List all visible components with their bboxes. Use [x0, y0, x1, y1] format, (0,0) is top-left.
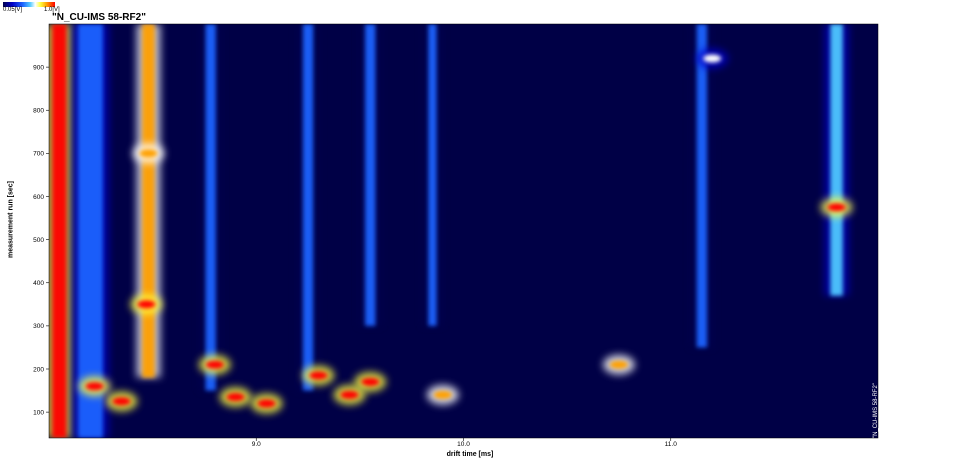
band-1 — [78, 24, 103, 438]
y-tick-label: 500 — [33, 237, 44, 244]
colorbar-min-label: 0.05[V] — [3, 7, 23, 13]
x-tick-label: 9.0 — [252, 441, 261, 448]
y-tick-label: 600 — [33, 194, 44, 201]
spot-13 — [433, 390, 452, 399]
y-tick-label: 800 — [33, 108, 44, 115]
chart-title: "N_CU-IMS 58-RF2" — [52, 12, 146, 23]
spot-8 — [361, 377, 380, 386]
band-4 — [302, 24, 314, 391]
side-label: "N_CU-IMS 58-RF2" — [873, 383, 879, 438]
band-2 — [142, 24, 155, 378]
band-0 — [52, 24, 67, 438]
x-tick-label: 10.0 — [457, 441, 470, 448]
band-6 — [428, 24, 437, 326]
x-tick-label: 11.0 — [665, 441, 678, 448]
spot-0 — [139, 149, 158, 158]
y-tick-label: 200 — [33, 366, 44, 373]
spot-11 — [827, 203, 846, 212]
colorbar-max-label: 1.0[V] — [44, 7, 60, 13]
spot-2 — [85, 382, 104, 391]
colorbar — [3, 2, 55, 7]
band-8 — [830, 24, 843, 296]
y-tick-label: 300 — [33, 323, 44, 330]
x-axis-label: drift time [ms] — [446, 451, 494, 458]
y-axis-label: measurement run [sec] — [7, 180, 15, 259]
y-tick-label: 700 — [33, 151, 44, 158]
spot-3 — [112, 397, 131, 406]
spot-12 — [703, 54, 722, 63]
band-7 — [696, 24, 708, 348]
spot-7 — [257, 399, 276, 408]
spot-1 — [137, 300, 156, 309]
band-5 — [365, 24, 376, 326]
y-tick-label: 400 — [33, 280, 44, 287]
plot-background — [49, 24, 878, 438]
band-3 — [205, 24, 216, 391]
y-tick-label: 100 — [33, 409, 44, 416]
spot-4 — [205, 360, 224, 369]
y-tick-label: 900 — [33, 64, 44, 71]
spot-5 — [309, 371, 328, 380]
spot-10 — [609, 360, 628, 369]
spot-6 — [226, 393, 245, 402]
spot-9 — [340, 390, 359, 399]
